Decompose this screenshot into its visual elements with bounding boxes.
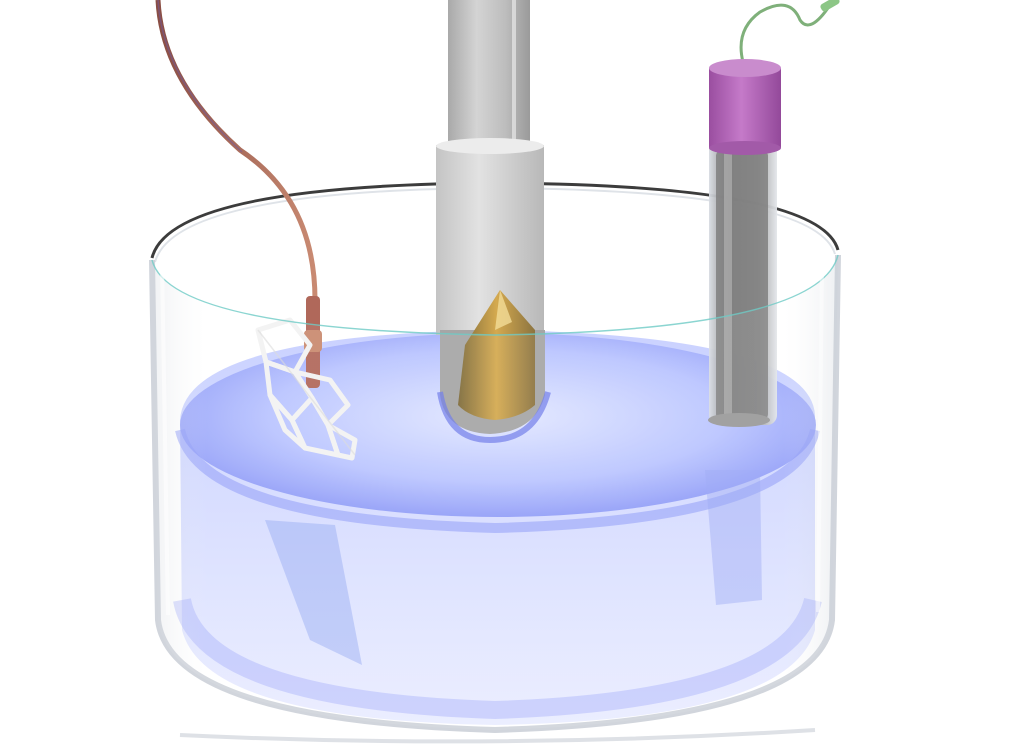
glass-beaker xyxy=(149,254,841,744)
working-electrode xyxy=(436,0,551,444)
